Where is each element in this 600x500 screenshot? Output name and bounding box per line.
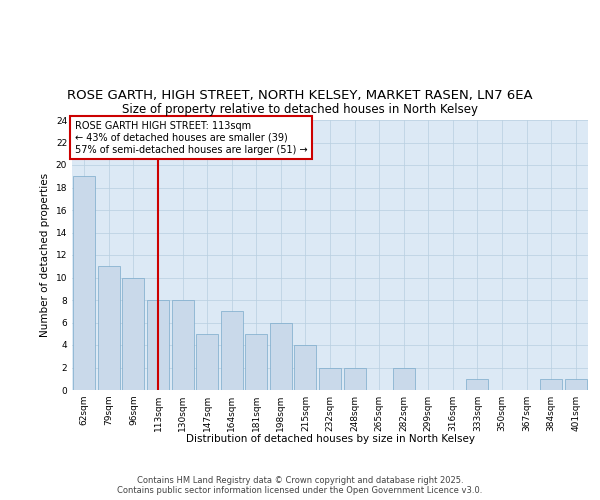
Bar xyxy=(221,311,243,390)
Bar xyxy=(295,345,316,390)
Y-axis label: Number of detached properties: Number of detached properties xyxy=(40,173,50,337)
Text: Contains HM Land Registry data © Crown copyright and database right 2025.
Contai: Contains HM Land Registry data © Crown c… xyxy=(118,476,482,495)
Bar xyxy=(540,379,562,390)
Bar xyxy=(122,278,145,390)
Bar xyxy=(172,300,194,390)
Bar xyxy=(147,300,169,390)
Bar xyxy=(196,334,218,390)
Bar xyxy=(98,266,120,390)
Bar xyxy=(392,368,415,390)
Bar xyxy=(270,322,292,390)
Bar xyxy=(466,379,488,390)
Bar xyxy=(344,368,365,390)
Bar xyxy=(565,379,587,390)
Bar xyxy=(245,334,268,390)
Bar xyxy=(319,368,341,390)
Text: Size of property relative to detached houses in North Kelsey: Size of property relative to detached ho… xyxy=(122,103,478,116)
X-axis label: Distribution of detached houses by size in North Kelsey: Distribution of detached houses by size … xyxy=(185,434,475,444)
Text: ROSE GARTH HIGH STREET: 113sqm
← 43% of detached houses are smaller (39)
57% of : ROSE GARTH HIGH STREET: 113sqm ← 43% of … xyxy=(74,122,307,154)
Text: ROSE GARTH, HIGH STREET, NORTH KELSEY, MARKET RASEN, LN7 6EA: ROSE GARTH, HIGH STREET, NORTH KELSEY, M… xyxy=(67,90,533,102)
Bar xyxy=(73,176,95,390)
